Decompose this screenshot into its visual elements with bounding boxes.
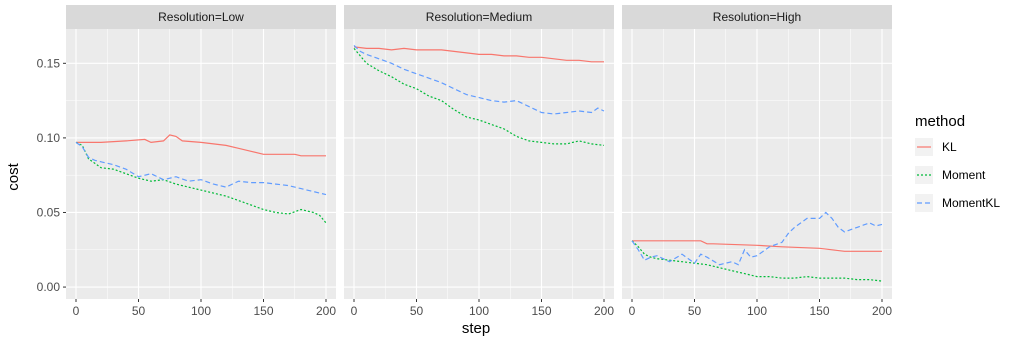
legend-title: method bbox=[915, 113, 965, 130]
y-axis-title: cost bbox=[5, 162, 22, 190]
facet-panels: Resolution=Low 0 50 100 150 200 0.00 0.05 0.10 0.… bbox=[37, 5, 892, 318]
legend-label: Moment bbox=[942, 168, 986, 182]
legend-item: MomentKL bbox=[915, 194, 1000, 212]
facet-strip-label: Resolution=Low bbox=[158, 10, 244, 24]
facet-strip-label: Resolution=High bbox=[713, 10, 801, 24]
series-line-kl bbox=[353, 46, 604, 63]
facet-panel: Resolution=Low 0 50 100 150 200 0.00 0.05 0.10 0.… bbox=[37, 5, 336, 318]
x-tick-label: 200 bbox=[872, 304, 892, 318]
series-line-momentkl bbox=[631, 211, 883, 266]
facet-panel: Resolution=Medium 0 50 100 150 200 bbox=[344, 5, 614, 318]
x-tick-label: 50 bbox=[410, 304, 424, 318]
y-tick-label: 0.05 bbox=[37, 205, 61, 219]
x-axis-title: step bbox=[462, 320, 490, 337]
x-tick-label: 50 bbox=[132, 304, 146, 318]
x-tick-label: 150 bbox=[809, 304, 829, 318]
x-tick-label: 200 bbox=[316, 304, 336, 318]
x-tick-label: 100 bbox=[469, 304, 489, 318]
facet-strip-label: Resolution=Medium bbox=[426, 10, 532, 24]
facet-strip bbox=[66, 5, 336, 29]
x-tick-label: 200 bbox=[594, 304, 614, 318]
x-tick-label: 100 bbox=[191, 304, 211, 318]
x-tick-label: 150 bbox=[253, 304, 273, 318]
legend-item: KL bbox=[915, 138, 957, 156]
x-tick-label: 150 bbox=[531, 304, 551, 318]
facet-strip bbox=[344, 5, 614, 29]
legend-item: Moment bbox=[915, 166, 986, 184]
y-tick-label: 0.15 bbox=[37, 56, 61, 70]
facet-panel: Resolution=High 0 50 100 150 200 bbox=[622, 5, 892, 318]
y-tick-label: 0.10 bbox=[37, 131, 61, 145]
series-line-moment bbox=[75, 141, 327, 224]
legend-label: MomentKL bbox=[942, 196, 1000, 210]
x-tick-label: 0 bbox=[629, 304, 636, 318]
legend-items: KL Moment MomentKL bbox=[915, 138, 1000, 212]
series-line-kl bbox=[76, 134, 326, 157]
x-tick-label: 100 bbox=[747, 304, 767, 318]
facet-strip bbox=[622, 5, 892, 29]
y-tick-label: 0.00 bbox=[37, 280, 61, 294]
series-line-momentkl bbox=[353, 44, 605, 115]
series-line-moment bbox=[631, 240, 883, 282]
legend-key bbox=[915, 166, 933, 184]
legend: method KL Moment MomentKL bbox=[915, 113, 1000, 212]
x-tick-label: 50 bbox=[688, 304, 702, 318]
series-line-moment bbox=[353, 48, 605, 146]
legend-key bbox=[915, 194, 933, 212]
series-line-momentkl bbox=[75, 141, 327, 196]
x-tick-label: 0 bbox=[73, 304, 80, 318]
x-tick-label: 0 bbox=[351, 304, 358, 318]
legend-label: KL bbox=[942, 140, 957, 154]
series-line-kl bbox=[632, 240, 882, 252]
